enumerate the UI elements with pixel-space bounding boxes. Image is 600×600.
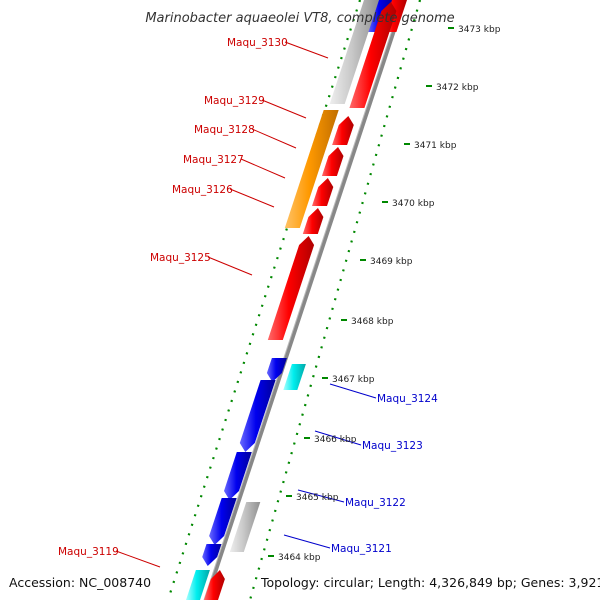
accession-text: Accession: NC_008740 xyxy=(9,575,151,590)
feature-maqu-3124[interactable] xyxy=(283,364,306,390)
feature-maqu-3127[interactable] xyxy=(321,147,344,176)
gene-label-maqu-3124[interactable]: Maqu_3124 xyxy=(377,393,438,405)
gene-label-connector-0 xyxy=(284,41,329,59)
kbp-ticks: 3473 kbp 3472 kbp 3471 kbp 3470 kbp 3469 kbp… xyxy=(268,25,501,563)
kbp-tick-label: 3468 kbp xyxy=(351,317,394,327)
feature-maqu-3130[interactable] xyxy=(329,0,379,104)
feature-blue-6[interactable] xyxy=(202,544,222,566)
gene-label-maqu-3127[interactable]: Maqu_3127 xyxy=(183,154,244,166)
gene-label-maqu-3122[interactable]: Maqu_3122 xyxy=(345,497,406,509)
kbp-tick-label: 3469 kbp xyxy=(370,257,413,267)
gene-label-connector-6 xyxy=(115,550,161,568)
gene-label-maqu-3129[interactable]: Maqu_3129 xyxy=(204,95,265,107)
feature-maqu-3122[interactable] xyxy=(224,452,252,500)
gene-label-connector-7 xyxy=(329,383,377,399)
feature-blue-5[interactable] xyxy=(209,498,237,545)
kbp-tick-label: 3466 kbp xyxy=(314,435,357,445)
kbp-tick-label: 3472 kbp xyxy=(436,83,479,93)
gene-label-maqu-3126[interactable]: Maqu_3126 xyxy=(172,184,233,196)
feature-maqu-3126b[interactable] xyxy=(302,208,324,234)
gene-label-maqu-3128[interactable]: Maqu_3128 xyxy=(194,124,255,136)
gene-label-connector-10 xyxy=(283,534,331,549)
kbp-tick-label: 3473 kbp xyxy=(458,25,501,35)
kbp-tick-label: 3465 kbp xyxy=(296,493,339,503)
gene-label-maqu-3121[interactable]: Maqu_3121 xyxy=(331,543,392,555)
kbp-tick-label: 3467 kbp xyxy=(332,375,375,385)
gene-label-connector-4 xyxy=(229,188,275,208)
gene-features xyxy=(186,0,407,600)
gene-label-connector-3 xyxy=(240,158,286,179)
genome-backbone-highlight xyxy=(203,0,403,600)
feature-maqu-3119-strand[interactable] xyxy=(204,570,225,600)
kbp-tick-label: 3471 kbp xyxy=(414,141,457,151)
gene-label-connector-2 xyxy=(251,128,297,149)
kbp-tick-label: 3464 kbp xyxy=(278,553,321,563)
topology-text: Topology: circular; Length: 4,326,849 bp… xyxy=(260,575,600,590)
gene-label-connector-1 xyxy=(261,99,307,119)
gene-label-maqu-3119[interactable]: Maqu_3119 xyxy=(58,546,119,558)
feature-maqu-3121[interactable] xyxy=(229,502,261,552)
gene-label-maqu-3123[interactable]: Maqu_3123 xyxy=(362,440,423,452)
feature-maqu-3129[interactable] xyxy=(284,110,339,228)
inner-dotted-guide xyxy=(166,0,362,600)
outer-dotted-guide xyxy=(248,0,422,600)
gene-label-connector-5 xyxy=(207,256,253,276)
gene-label-connectors xyxy=(115,41,377,568)
feature-maqu-3125[interactable] xyxy=(267,236,315,340)
kbp-tick-label: 3470 kbp xyxy=(392,199,435,209)
gene-label-connector-8 xyxy=(314,430,362,446)
feature-maqu-3130-strand[interactable] xyxy=(349,2,397,108)
gene-label-connector-9 xyxy=(297,489,345,503)
feature-blue-1[interactable] xyxy=(266,358,287,382)
gene-label-maqu-3125[interactable]: Maqu_3125 xyxy=(150,252,211,264)
genome-backbone xyxy=(204,0,406,600)
genome-title: Marinobacter aquaeolei VT8, complete gen… xyxy=(145,11,454,26)
feature-maqu-3128[interactable] xyxy=(332,116,354,145)
feature-maqu-3119[interactable] xyxy=(186,570,210,600)
gene-label-maqu-3130[interactable]: Maqu_3130 xyxy=(227,37,288,49)
feature-maqu-3123[interactable] xyxy=(239,380,276,452)
feature-maqu-3126[interactable] xyxy=(312,178,334,206)
